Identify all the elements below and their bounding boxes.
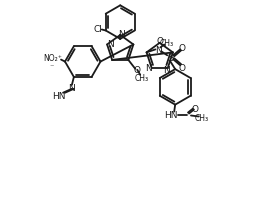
Text: Cl: Cl [93, 25, 102, 34]
Text: O: O [179, 44, 185, 53]
Text: CH₃: CH₃ [135, 74, 149, 83]
Text: S: S [167, 53, 174, 63]
Text: CH₃: CH₃ [195, 114, 209, 122]
Text: NO₂⁺: NO₂⁺ [44, 54, 63, 63]
Text: N: N [68, 84, 75, 93]
Text: ⁻: ⁻ [49, 62, 53, 71]
Text: N: N [163, 66, 170, 75]
Text: HN: HN [164, 110, 178, 119]
Text: O: O [156, 37, 163, 46]
Text: N: N [145, 64, 152, 73]
Text: N: N [118, 30, 124, 39]
Text: CH₃: CH₃ [159, 39, 173, 48]
Text: O: O [134, 66, 141, 75]
Text: N: N [107, 40, 113, 49]
Text: O: O [192, 105, 198, 114]
Text: HN: HN [52, 92, 66, 101]
Text: O: O [179, 63, 185, 72]
Text: N: N [155, 46, 162, 55]
